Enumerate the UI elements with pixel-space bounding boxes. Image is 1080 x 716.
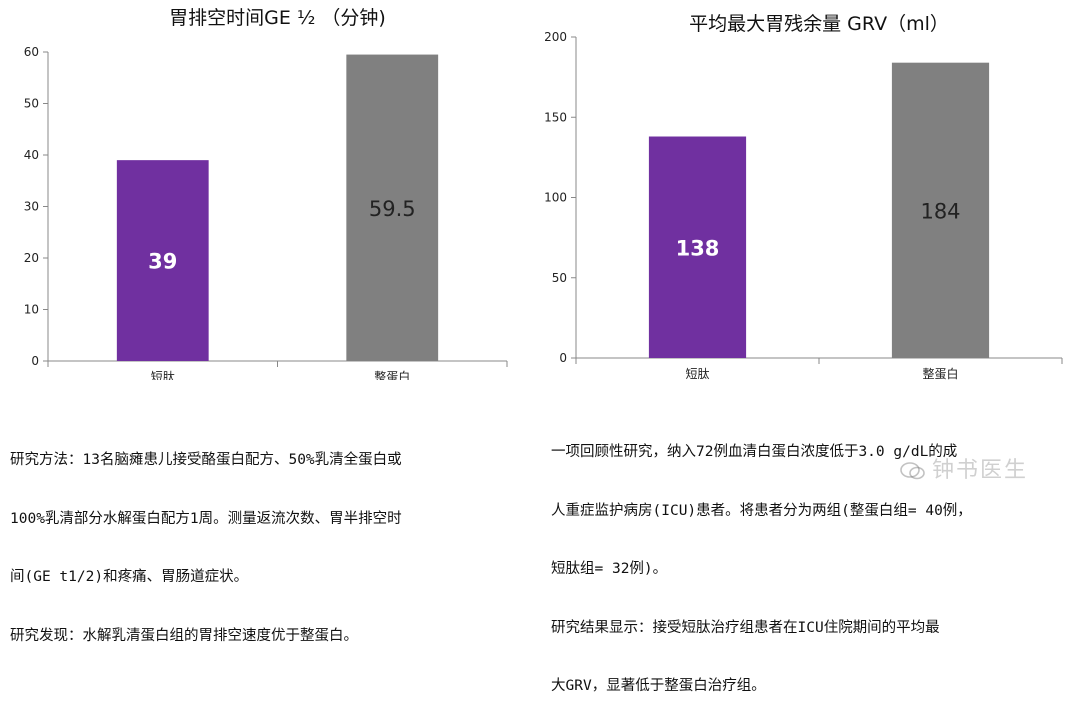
watermark-text: 钟书医生 xyxy=(932,458,1029,483)
y-tick-label: 0 xyxy=(31,354,39,368)
y-tick-label: 0 xyxy=(559,351,567,365)
bar xyxy=(648,136,747,358)
caption-line: 大GRV，显著低于整蛋白治疗组。 xyxy=(551,678,766,694)
y-tick-label: 50 xyxy=(24,97,39,111)
wechat-icon xyxy=(900,462,925,480)
x-tick-label: 短肽 xyxy=(151,369,175,380)
y-tick-label: 150 xyxy=(544,110,567,124)
chart-gastric-emptying: 胃排空时间GE ½ （分钟) 0 10 20 30 40 50 60 39 短肽 59.5 整蛋白 xyxy=(0,0,540,384)
caption-line: 短肽组= 32例)。 xyxy=(551,561,668,577)
y-tick-label: 30 xyxy=(24,200,39,214)
chart-grv: 平均最大胃残余量 GRV（ml） 0 50 100 150 200 138 短肽 184 整蛋白 xyxy=(540,0,1080,381)
bar xyxy=(346,54,439,361)
bar xyxy=(891,62,990,359)
caption-line: 研究发现：水解乳清蛋白组的胃排空速度优于整蛋白。 xyxy=(10,627,358,644)
y-tick-label: 50 xyxy=(552,271,567,285)
x-tick-label: 短肽 xyxy=(685,366,709,380)
caption-left: 研究方法：13名脑瘫患儿接受酪蛋白配方、50%乳清全蛋白或 100%乳清部分水解… xyxy=(10,412,520,666)
y-tick-label: 40 xyxy=(24,148,39,162)
caption-line: 人重症监护病房(ICU)患者。将患者分为两组(整蛋白组= 40例， xyxy=(551,502,972,519)
caption-line: 研究方法：13名脑瘫患儿接受酪蛋白配方、50%乳清全蛋白或 xyxy=(10,452,402,468)
caption-line: 间(GE t1/2)和疼痛、胃肠道症状。 xyxy=(10,569,249,585)
data-label: 138 xyxy=(676,236,720,260)
x-tick-label: 整蛋白 xyxy=(374,369,410,380)
y-tick-label: 60 xyxy=(24,45,39,59)
data-label: 39 xyxy=(148,250,177,274)
y-tick-label: 20 xyxy=(24,251,39,265)
caption-right: 一项回顾性研究，纳入72例血清白蛋白浓度低于3.0 g/dL的成 人重症监护病房… xyxy=(551,404,1071,716)
chart-grv-svg: 平均最大胃残余量 GRV（ml） 0 50 100 150 200 138 短肽 184 整蛋白 xyxy=(544,13,1063,381)
y-tick-label: 10 xyxy=(24,303,39,317)
chart-title: 胃排空时间GE ½ （分钟) xyxy=(169,7,386,29)
bar xyxy=(116,160,209,361)
caption-line: 研究结果显示：接受短肽治疗组患者在ICU住院期间的平均最 xyxy=(551,619,940,636)
data-label: 184 xyxy=(920,199,960,223)
chart-gastric-emptying-svg: 胃排空时间GE ½ （分钟) 0 10 20 30 40 50 60 39 短肽 59.5 整蛋白 xyxy=(24,7,508,384)
y-tick-label: 200 xyxy=(544,30,567,44)
data-label: 59.5 xyxy=(369,197,416,221)
chart-title: 平均最大胃残余量 GRV（ml） xyxy=(689,13,949,35)
y-tick-label: 100 xyxy=(544,191,567,205)
watermark: 钟书医生 xyxy=(900,452,1028,484)
x-tick-label: 整蛋白 xyxy=(922,366,958,380)
caption-line: 100%乳清部分水解蛋白配方1周。测量返流次数、胃半排空时 xyxy=(10,510,402,527)
caption-line: 一项回顾性研究，纳入72例血清白蛋白浓度低于3.0 g/dL的成 xyxy=(551,444,958,460)
